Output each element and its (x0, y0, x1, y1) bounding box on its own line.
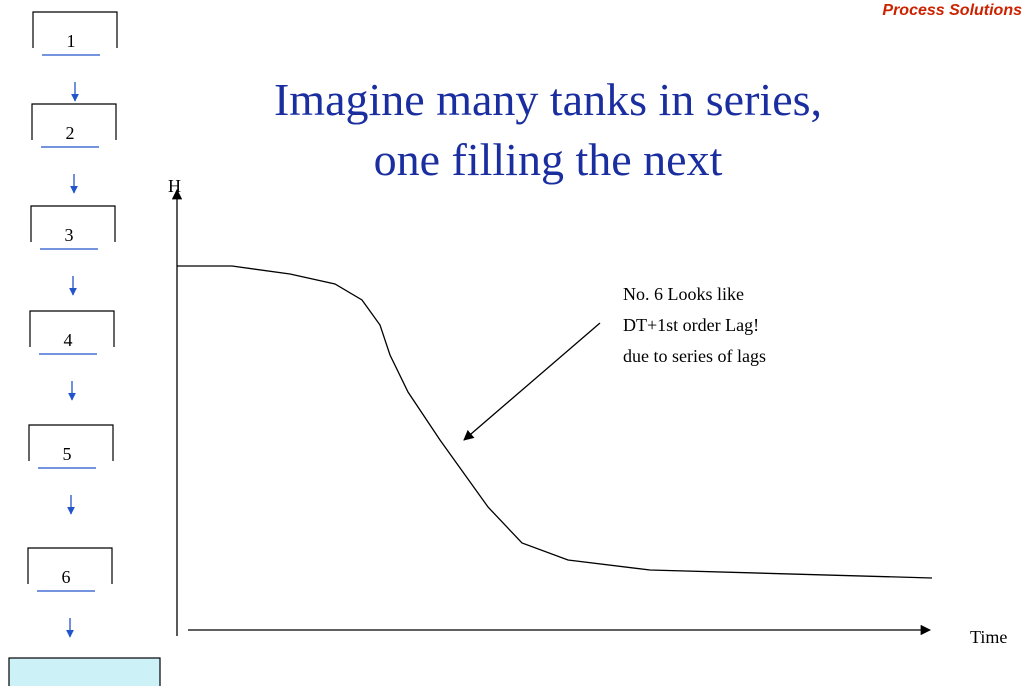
brand: Process Solutions (882, 2, 1022, 19)
tank-outline (28, 424, 114, 461)
tank-outline (31, 103, 117, 140)
tank-label: 4 (64, 330, 73, 350)
tank-outline (29, 310, 115, 347)
title-line: Imagine many tanks in series, (274, 74, 822, 125)
response-curve (177, 265, 933, 579)
annotation-line: DT+1st order Lag! (623, 315, 759, 335)
tank-outline (30, 205, 116, 242)
tank-label: 1 (67, 31, 76, 51)
title-line: one filling the next (374, 134, 723, 185)
tank-outline (27, 547, 113, 584)
tank-outline (32, 11, 118, 48)
annotation-line: No. 6 Looks like (623, 284, 744, 304)
tank-label: 6 (62, 567, 71, 587)
tank-label: 3 (65, 225, 74, 245)
annotation-line: due to series of lags (623, 346, 766, 366)
tank-label: 2 (66, 123, 75, 143)
receiving-tank (8, 657, 161, 686)
tank-stack: 1 2 3 4 5 6 (27, 11, 118, 638)
x-axis-label: Time (970, 627, 1007, 647)
tank-label: 5 (63, 444, 72, 464)
y-axis-label: H (168, 176, 181, 196)
annotation-arrow (463, 322, 601, 441)
